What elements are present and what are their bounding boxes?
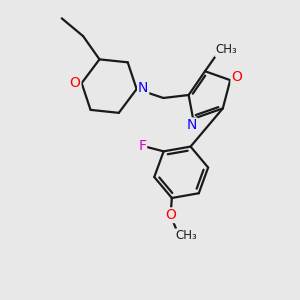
- Text: O: O: [165, 208, 176, 222]
- Text: CH₃: CH₃: [215, 43, 237, 56]
- Text: F: F: [138, 139, 146, 153]
- Text: O: O: [231, 70, 242, 84]
- Text: O: O: [70, 76, 80, 90]
- Text: CH₃: CH₃: [176, 229, 198, 242]
- Text: N: N: [138, 81, 148, 94]
- Text: N: N: [186, 118, 197, 132]
